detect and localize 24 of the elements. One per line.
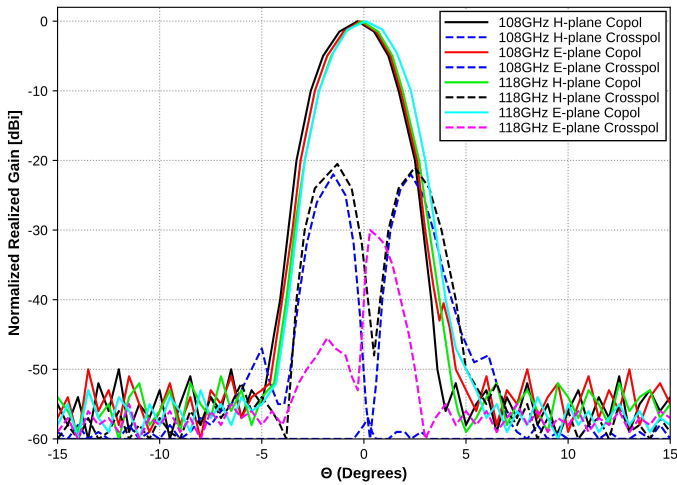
x-tick-label: -10 [150, 449, 170, 459]
legend-label: 108GHz E-plane Copol [499, 47, 640, 60]
legend-label: 118GHz H-plane Copol [499, 77, 640, 90]
legend-label: 118GHz H-plane Crosspol [499, 92, 659, 106]
legend-label: 108GHz H-plane Crosspol [499, 32, 660, 45]
y-tick-label: -60 [28, 434, 48, 444]
y-tick-label: -30 [28, 225, 48, 236]
y-axis-title: Normalized Realized Gain [dBi] [8, 111, 22, 335]
y-tick-label: -40 [28, 295, 48, 305]
x-tick-label: 10 [561, 449, 576, 459]
y-tick-label: -20 [28, 156, 48, 166]
legend-label: 118GHz E-plane Copol [499, 107, 640, 120]
x-tick-label: -15 [48, 449, 67, 459]
x-tick-label: 5 [462, 449, 470, 459]
y-tick-label: -50 [28, 364, 48, 374]
x-tick-label: -5 [256, 449, 268, 459]
x-tick-label: 15 [664, 449, 677, 459]
y-tick-label: 0 [40, 16, 48, 26]
legend-label: 108GHz E-plane Crosspol [499, 62, 659, 76]
x-tick-label: 0 [360, 449, 368, 459]
x-axis-title: Θ (Degrees) [321, 467, 406, 482]
legend-label: 118GHz E-plane Crosspol [499, 122, 658, 136]
legend-label: 108GHz H-plane Copol [499, 16, 642, 30]
y-tick-label: -10 [28, 86, 48, 96]
